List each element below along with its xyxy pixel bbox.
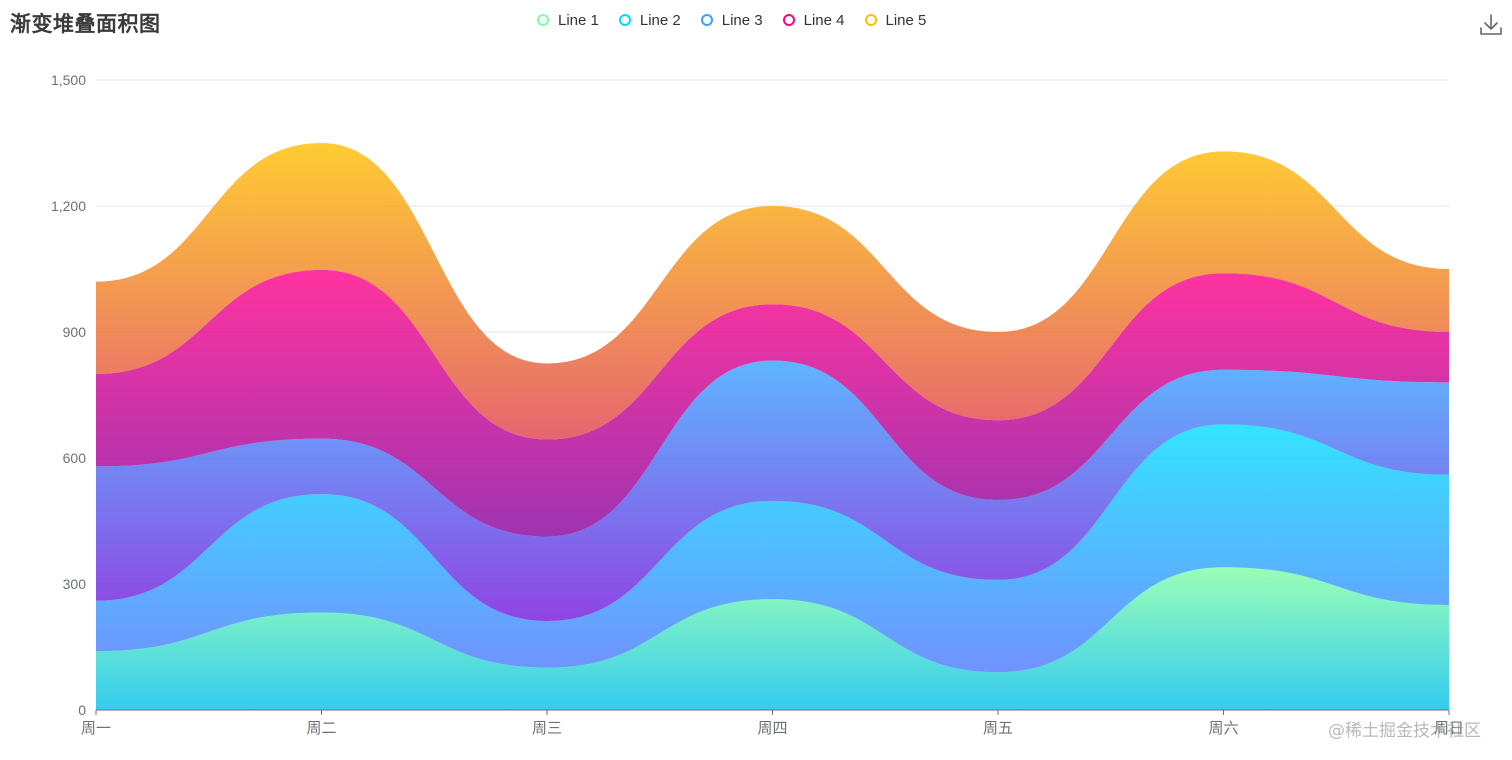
x-tick-label: 周五 — [983, 719, 1013, 737]
y-tick-label: 0 — [78, 702, 86, 718]
legend-item-line-3[interactable]: Line 3 — [700, 11, 763, 29]
legend-swatch-icon — [700, 14, 713, 26]
y-tick-label: 300 — [63, 576, 87, 592]
y-tick-label: 1,200 — [51, 198, 86, 214]
x-tick-label: 周三 — [532, 719, 562, 737]
watermark: @稀土掘金技术社区 — [1328, 721, 1481, 741]
download-icon — [1480, 14, 1502, 35]
legend-swatch-icon — [782, 14, 795, 26]
legend-item-line-2[interactable]: Line 2 — [618, 11, 681, 29]
axes: 0 300 600 900 1,200 1,500 周一 周二 周三 周四 周五 周六 周日 — [51, 72, 1464, 737]
y-tick-label: 600 — [63, 450, 87, 466]
y-tick-label: 1,500 — [51, 72, 86, 88]
legend-item-line-4[interactable]: Line 4 — [782, 11, 845, 29]
area-series-1[interactable] — [96, 567, 1449, 710]
x-tick-label: 周四 — [757, 719, 787, 737]
x-tick-label: 周一 — [81, 719, 111, 737]
legend-item-line-1[interactable]: Line 1 — [537, 12, 599, 29]
area-series-5[interactable] — [96, 143, 1449, 440]
legend-swatch-icon — [618, 14, 631, 26]
legend-label: Line 5 — [885, 11, 927, 29]
area-series-3[interactable] — [96, 360, 1449, 621]
y-tick-label: 900 — [63, 324, 87, 340]
x-tick-label: 周二 — [306, 719, 336, 737]
legend-swatch-icon — [537, 14, 549, 26]
legend-label: Line 1 — [558, 11, 599, 29]
area-series-4[interactable] — [96, 269, 1449, 537]
legend: Line 1 Line 2 Line 3 Line 4 Line 5 — [537, 9, 926, 31]
save-as-image-button[interactable] — [1478, 12, 1504, 38]
legend-label: Line 4 — [803, 11, 845, 29]
x-tick-label: 周六 — [1208, 719, 1238, 737]
area-series — [96, 143, 1449, 710]
x-tick-label: 周日 — [1434, 719, 1464, 737]
legend-label: Line 2 — [639, 11, 681, 29]
legend-swatch-icon — [864, 14, 877, 26]
area-series-2[interactable] — [96, 424, 1449, 673]
chart-title: 渐变堆叠面积图 — [10, 12, 161, 36]
legend-label: Line 3 — [721, 11, 763, 29]
legend-item-line-5[interactable]: Line 5 — [864, 11, 927, 29]
